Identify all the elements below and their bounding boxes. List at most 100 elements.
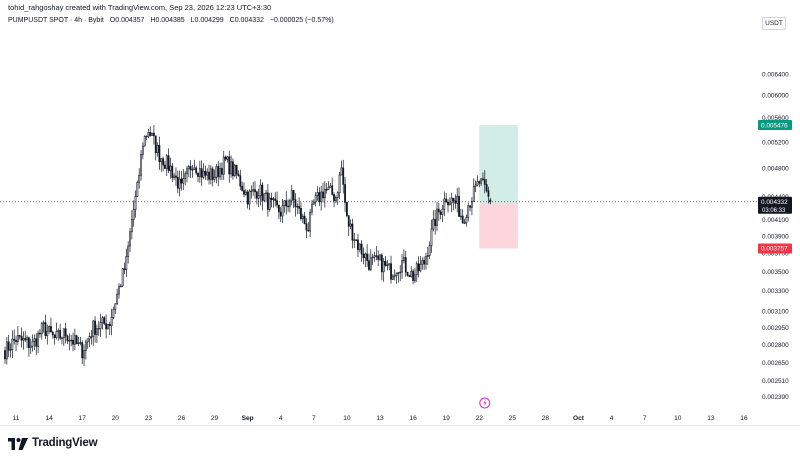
candle-body <box>186 168 188 175</box>
candle-body <box>248 190 251 205</box>
x-tick-label: Oct <box>573 415 585 422</box>
candle <box>368 253 370 272</box>
event-marker-icon[interactable] <box>479 397 491 409</box>
target-zone[interactable] <box>479 125 518 203</box>
candle-body <box>226 156 229 160</box>
candle-body <box>197 172 199 177</box>
y-tick-label: 0.003300 <box>762 288 789 295</box>
candle <box>301 213 304 224</box>
candle-body <box>439 211 442 215</box>
candle-body <box>209 168 212 180</box>
candle <box>362 247 365 265</box>
candle <box>270 192 273 208</box>
candle-body <box>298 205 301 209</box>
target-price-badge-label: 0.005476 <box>761 122 788 129</box>
symbol-label[interactable]: PUMPUSDT SPOT · 4h · Bybit <box>8 17 104 24</box>
candle <box>250 185 253 199</box>
tradingview-logo[interactable]: TradingView <box>8 434 98 452</box>
candle-body <box>349 223 352 227</box>
candle-body <box>476 181 479 186</box>
candle-body <box>233 164 236 176</box>
current-price-badge-bg <box>758 196 792 214</box>
candle-body <box>136 181 139 197</box>
target-price-badge[interactable]: 0.005476 <box>758 120 792 131</box>
candle <box>22 331 25 350</box>
candle <box>107 323 109 330</box>
candle-body <box>75 335 78 345</box>
candle-body <box>241 185 244 191</box>
candle-body <box>169 165 172 171</box>
x-tick-label: 29 <box>211 415 219 422</box>
candle <box>226 155 229 163</box>
candle-body <box>151 132 153 136</box>
x-tick-label: 19 <box>443 415 451 422</box>
candle-body <box>265 192 267 195</box>
candle-body <box>364 253 367 259</box>
candle-body <box>61 337 63 339</box>
stop-zone[interactable] <box>479 202 518 249</box>
candle <box>364 252 367 268</box>
y-tick-label: 0.002650 <box>762 360 789 367</box>
candle-body <box>217 166 220 178</box>
candle-body <box>292 190 295 200</box>
candle-body <box>221 168 223 175</box>
candle <box>454 194 457 209</box>
candle <box>211 166 214 187</box>
candle-body <box>88 336 91 340</box>
candle <box>44 314 47 340</box>
candle-body <box>145 135 148 138</box>
candle <box>175 167 177 186</box>
candle <box>193 159 196 170</box>
candle-body <box>31 341 34 347</box>
candle <box>79 336 82 346</box>
candle-body <box>281 205 284 217</box>
candle-body <box>149 132 152 136</box>
candle-body <box>222 156 225 175</box>
candle <box>296 203 299 215</box>
candle <box>5 337 8 365</box>
candle <box>167 148 170 174</box>
candle <box>129 228 131 253</box>
candle <box>323 181 326 208</box>
y-tick-label: 0.002950 <box>762 325 789 332</box>
position-zones <box>479 125 518 249</box>
candle <box>380 253 383 281</box>
candle-body <box>322 191 324 199</box>
candle <box>86 338 89 349</box>
currency-button[interactable]: USDT <box>762 17 786 30</box>
candle <box>178 170 181 197</box>
candle-body <box>406 271 409 276</box>
candle-body <box>230 161 233 175</box>
candle <box>472 178 475 202</box>
candle <box>476 175 479 187</box>
candle <box>125 248 128 277</box>
candle <box>248 189 251 211</box>
candle-body <box>140 154 142 176</box>
candle-body <box>465 217 468 224</box>
x-tick-label: Sep <box>242 415 254 422</box>
candle <box>213 169 216 183</box>
candle <box>257 188 260 208</box>
candle <box>281 198 284 223</box>
candle <box>171 162 174 183</box>
candle <box>116 288 119 306</box>
candle-body <box>432 218 435 230</box>
candle <box>434 209 437 235</box>
candle-body <box>344 184 346 203</box>
target-price-badge-bg <box>758 120 792 131</box>
x-tick-label: 4 <box>610 415 614 422</box>
stop-price-badge[interactable]: 0.003757 <box>758 243 792 254</box>
candle-body <box>5 341 8 360</box>
candle-body <box>441 208 444 215</box>
y-tick-label: 0.003900 <box>762 234 789 241</box>
candle-body <box>112 308 115 318</box>
candle <box>467 202 470 222</box>
candle <box>255 190 258 205</box>
current-price-badge[interactable]: 0.004332 03:06:33 <box>758 196 792 214</box>
candle-body <box>206 171 209 176</box>
candle-body <box>323 189 326 199</box>
candle-body <box>26 337 28 341</box>
candle <box>202 163 205 180</box>
candle-body <box>165 155 168 169</box>
